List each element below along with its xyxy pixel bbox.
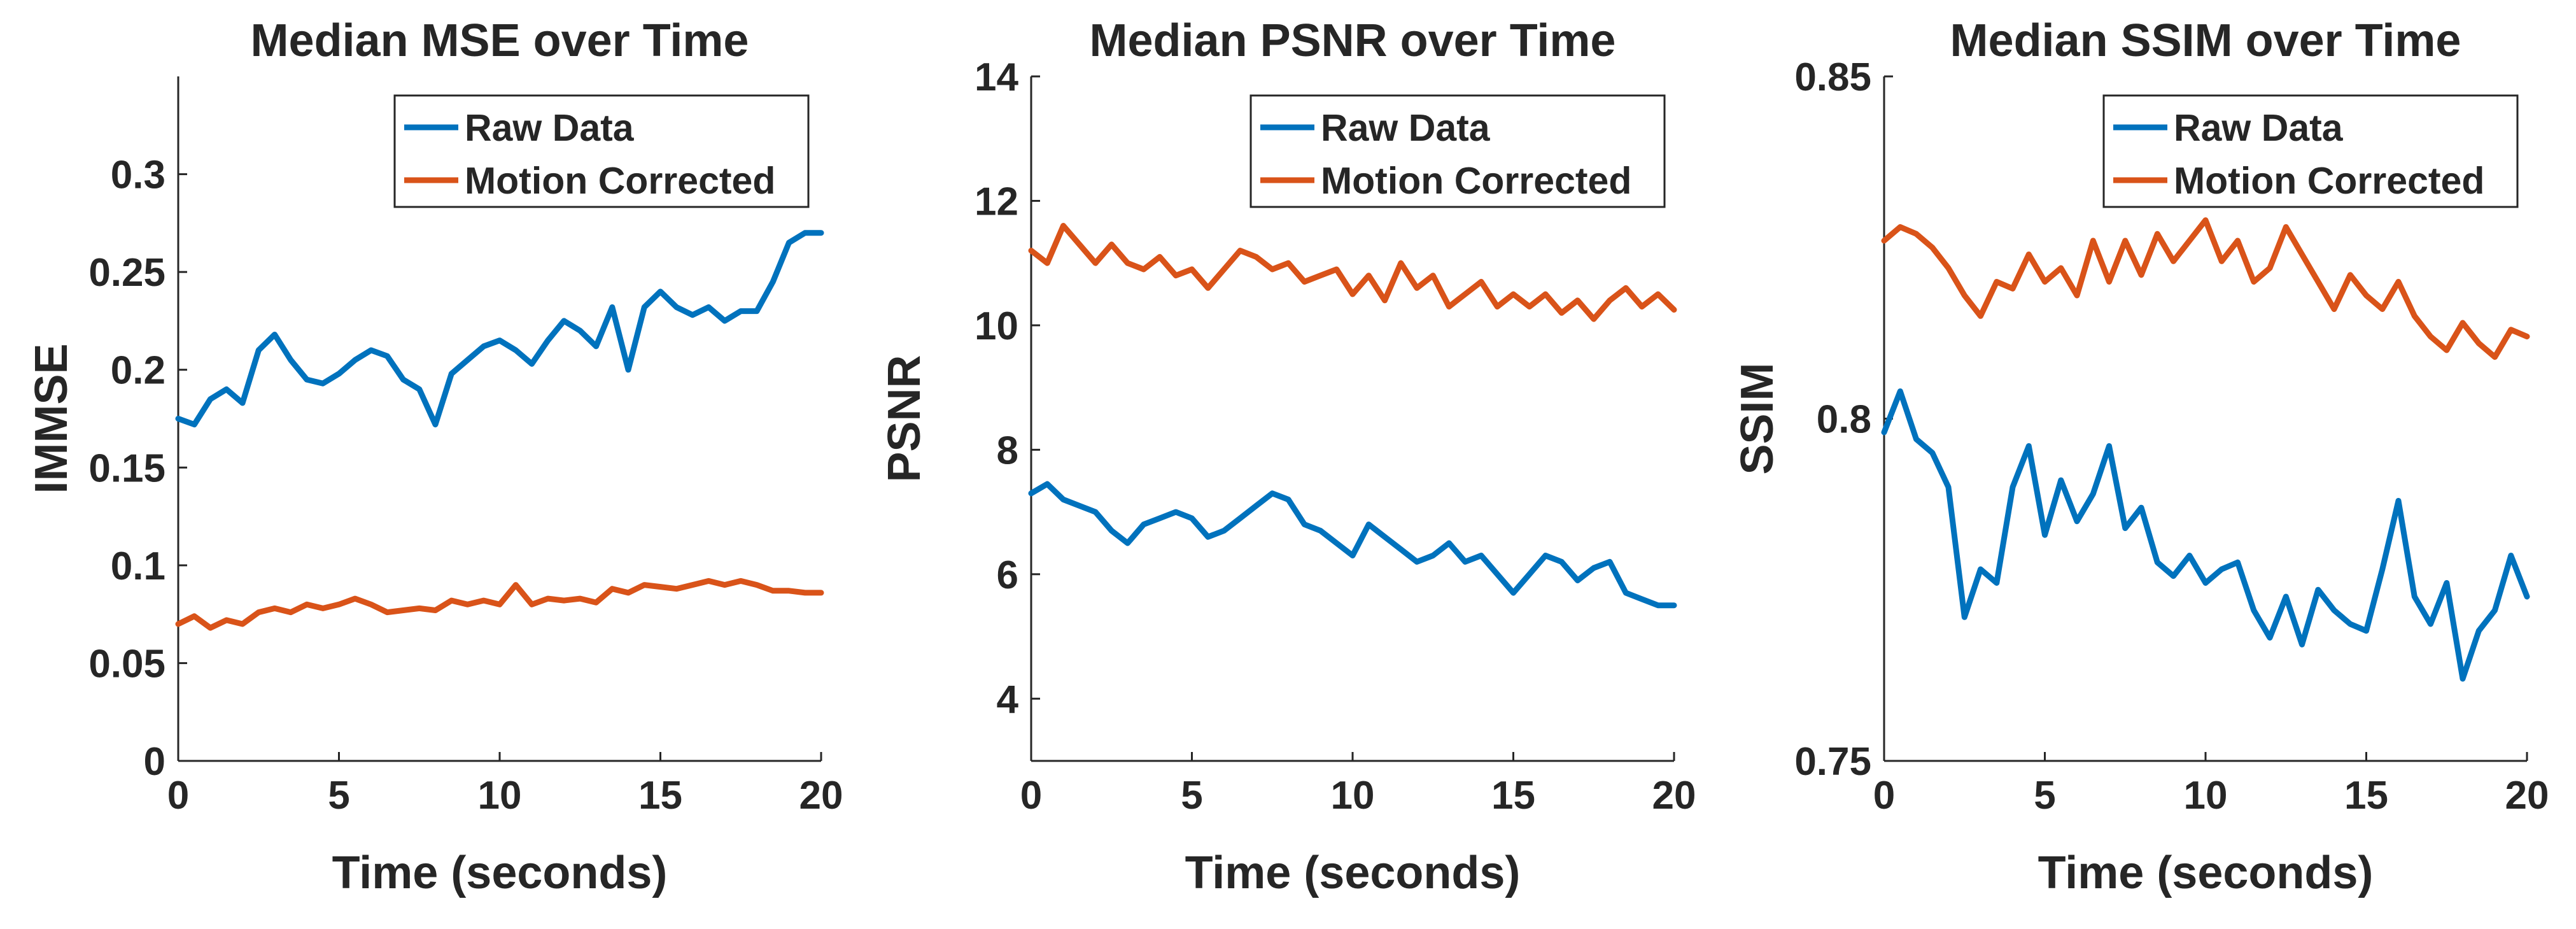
x-tick-label: 20 [799, 774, 843, 818]
y-tick-label: 0.25 [88, 251, 165, 295]
chart-panel-3: 0 5 10 15 20 0.75 0.8 0.85 Median SSIM over Time… [1732, 15, 2549, 898]
y-tick-label: 0.1 [111, 544, 165, 588]
x-tick-label: 15 [638, 774, 682, 818]
x-axis-label: Time (seconds) [2038, 847, 2374, 898]
y-tick-label: 6 [997, 553, 1018, 597]
y-axis-label: IMMSE [26, 343, 77, 493]
y-tick-label: 0.75 [1794, 740, 1871, 784]
series-line-raw-data [175, 230, 824, 428]
x-axis-label: Time (seconds) [332, 847, 668, 898]
y-tick-label: 0 [144, 740, 165, 784]
x-tick-label: 15 [2344, 774, 2388, 818]
y-tick-label: 10 [975, 304, 1018, 348]
x-tick-label: 5 [2034, 774, 2055, 818]
x-tick-label: 10 [2184, 774, 2228, 818]
series-line-raw-data [1881, 388, 2530, 682]
series-line-motion-corrected [1881, 217, 2530, 360]
series-line-motion-corrected [1028, 223, 1677, 322]
y-tick-label: 8 [997, 429, 1018, 472]
legend: Raw Data Motion Corrected [2102, 94, 2519, 208]
chart-title: Median PSNR over Time [1090, 15, 1616, 66]
y-axis-label: PSNR [879, 355, 930, 482]
x-tick-label: 10 [1331, 774, 1375, 818]
legend-label: Motion Corrected [1321, 160, 1631, 202]
legend-label: Raw Data [1321, 107, 1491, 149]
x-tick-label: 0 [1873, 774, 1895, 818]
legend-box [393, 94, 810, 208]
legend: Raw Data Motion Corrected [1249, 94, 1666, 208]
y-axis-label: SSIM [1732, 362, 1783, 474]
series-line-motion-corrected [175, 578, 824, 631]
x-tick-label: 20 [2505, 774, 2549, 818]
y-tick-label: 12 [975, 180, 1018, 223]
chart-title: Median MSE over Time [251, 15, 749, 66]
legend-label: Raw Data [465, 107, 635, 149]
y-tick-label: 0.05 [88, 642, 165, 686]
x-axis-label: Time (seconds) [1185, 847, 1521, 898]
x-tick-label: 5 [328, 774, 349, 818]
y-tick-label: 0.15 [88, 446, 165, 490]
x-tick-label: 10 [478, 774, 522, 818]
x-tick-label: 0 [167, 774, 189, 818]
legend-label: Motion Corrected [2174, 160, 2484, 202]
y-tick-label: 4 [997, 677, 1019, 721]
legend-box [1249, 94, 1666, 208]
x-tick-label: 15 [1491, 774, 1535, 818]
x-tick-label: 5 [1181, 774, 1202, 818]
x-tick-label: 0 [1020, 774, 1042, 818]
y-tick-label: 0.3 [111, 153, 165, 197]
x-tick-label: 20 [1652, 774, 1696, 818]
y-tick-label: 0.85 [1794, 55, 1871, 99]
legend-label: Motion Corrected [465, 160, 775, 202]
legend: Raw Data Motion Corrected [393, 94, 810, 208]
chart-panel-2: 0 5 10 15 20 4 6 8 10 12 14 Median PSNR over Time Ti… [879, 15, 1696, 898]
y-tick-label: 0.2 [111, 349, 165, 393]
y-tick-label: 0.8 [1817, 398, 1871, 442]
chart-title: Median SSIM over Time [1950, 15, 2461, 66]
legend-box [2102, 94, 2519, 208]
y-tick-label: 14 [975, 55, 1018, 99]
legend-label: Raw Data [2174, 107, 2344, 149]
chart-panel-1: 0 5 10 15 20 0 0.05 0.1 0.15 0.2 0.25 0.3 Median MSE… [26, 15, 843, 898]
series-line-raw-data [1028, 481, 1677, 609]
